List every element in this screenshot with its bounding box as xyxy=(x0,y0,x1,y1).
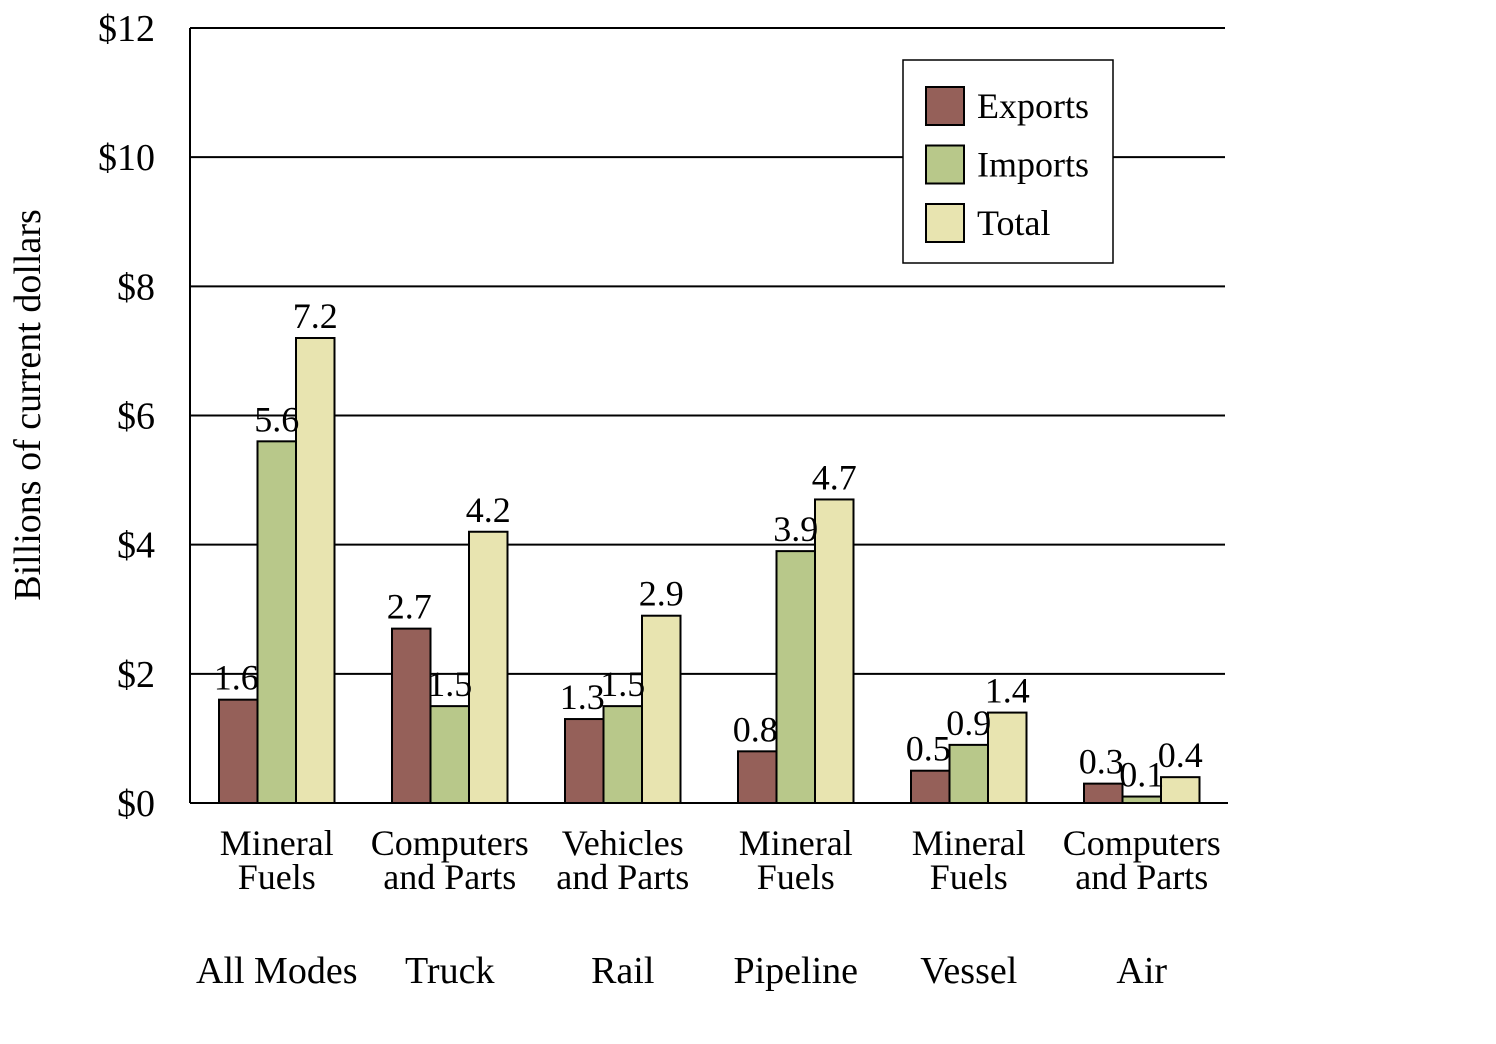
group-label: Air xyxy=(1116,950,1167,992)
category-label: Fuels xyxy=(930,857,1008,897)
data-label: 0.8 xyxy=(733,709,778,749)
data-label: 4.7 xyxy=(812,457,857,497)
data-label: 0.9 xyxy=(946,703,991,743)
legend: Exports Imports Total xyxy=(902,59,1114,264)
group-label: Pipeline xyxy=(733,950,858,992)
group-label: Rail xyxy=(591,950,654,992)
bar-imports xyxy=(256,440,297,804)
legend-label: Total xyxy=(977,203,1050,243)
bar-total xyxy=(987,711,1028,804)
data-labels: 1.6 2.7 1.3 0.8 0.5 0.3 5.6 1.5 1.5 3.9 0.9 0.1 7.2 4… xyxy=(214,296,1203,795)
legend-label: Exports xyxy=(977,86,1089,126)
data-label: 3.9 xyxy=(773,509,818,549)
data-label: 0.1 xyxy=(1119,755,1164,795)
bar-exports xyxy=(737,750,778,804)
bar-exports xyxy=(910,769,951,804)
data-label: 4.2 xyxy=(466,490,511,530)
y-tick-label: $8 xyxy=(117,266,155,308)
y-tick-label: $6 xyxy=(117,396,155,438)
category-label: and Parts xyxy=(383,857,516,897)
bar-exports xyxy=(391,627,432,804)
bar-total xyxy=(641,614,682,804)
data-label: 2.9 xyxy=(639,574,684,614)
bar-exports xyxy=(1083,782,1124,804)
data-label: 1.4 xyxy=(985,671,1030,711)
bar-total xyxy=(468,530,509,804)
data-label: 0.5 xyxy=(906,729,951,769)
category-label: and Parts xyxy=(1075,857,1208,897)
bar-imports xyxy=(948,743,989,804)
data-label: 1.5 xyxy=(427,664,472,704)
group-label: Truck xyxy=(405,950,494,992)
y-tick-label: $10 xyxy=(98,137,155,179)
category-label: Mineral xyxy=(220,823,334,863)
data-label: 2.7 xyxy=(387,587,432,627)
category-label: Mineral xyxy=(739,823,853,863)
category-label: Fuels xyxy=(238,857,316,897)
bar-exports xyxy=(218,698,259,805)
bar-total xyxy=(1160,776,1201,805)
data-label: 1.6 xyxy=(214,658,259,698)
category-label: Computers xyxy=(371,823,529,863)
y-tick-label: $12 xyxy=(98,8,155,50)
bar-imports xyxy=(602,705,643,804)
bar-imports xyxy=(775,550,816,804)
data-label: 7.2 xyxy=(293,296,338,336)
data-label: 0.4 xyxy=(1158,735,1203,775)
legend-swatch-exports xyxy=(925,86,965,126)
legend-label: Imports xyxy=(977,145,1089,185)
category-label: Computers xyxy=(1063,823,1221,863)
y-tick-label: $0 xyxy=(117,783,155,825)
category-label: Fuels xyxy=(757,857,835,897)
bar-total xyxy=(814,498,855,804)
data-label: 0.3 xyxy=(1079,742,1124,782)
bar-exports xyxy=(564,718,605,805)
category-label: Vehicles xyxy=(562,823,684,863)
data-label: 5.6 xyxy=(254,399,299,439)
gridlines xyxy=(190,27,1225,675)
y-tick-label: $4 xyxy=(117,525,155,567)
category-label: Mineral xyxy=(912,823,1026,863)
data-label: 1.5 xyxy=(600,664,645,704)
y-axis-ticks: $0 $2 $4 $6 $8 $10 $12 xyxy=(98,8,155,825)
data-label: 1.3 xyxy=(560,677,605,717)
bar-total xyxy=(295,337,336,804)
group-label: All Modes xyxy=(196,950,358,992)
category-label: and Parts xyxy=(556,857,689,897)
legend-swatch-imports xyxy=(925,144,965,185)
bars xyxy=(218,337,1201,805)
legend-swatch-total xyxy=(925,203,965,243)
y-axis-title: Billions of current dollars xyxy=(7,209,49,601)
bar-imports xyxy=(429,705,470,804)
group-label: Vessel xyxy=(920,950,1017,992)
y-tick-label: $2 xyxy=(117,654,155,696)
